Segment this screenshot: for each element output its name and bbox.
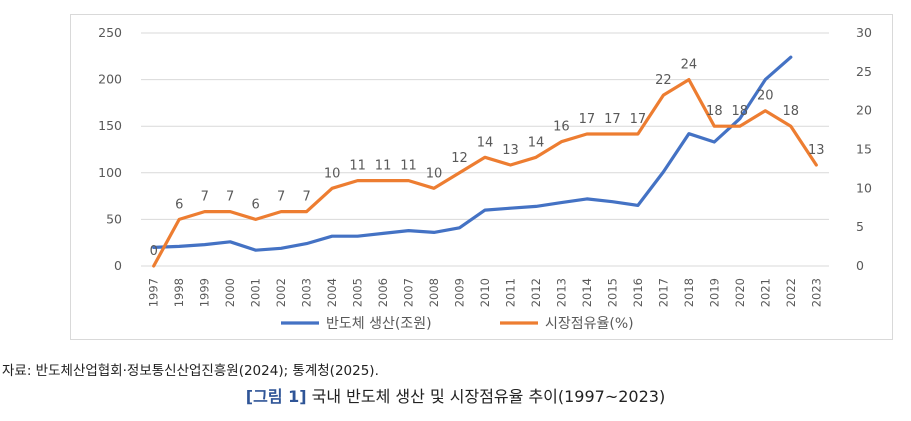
y-left-tick-label: 250 — [98, 25, 122, 40]
x-tick-label: 2012 — [529, 278, 543, 307]
legend-entry: 시장점유율(%) — [545, 316, 634, 332]
x-tick-label: 2014 — [580, 278, 594, 307]
x-tick-label: 2018 — [682, 278, 696, 307]
data-label: 6 — [175, 197, 183, 212]
data-label: 7 — [277, 190, 285, 205]
x-tick-label: 2017 — [656, 278, 670, 307]
x-tick-label: 2011 — [503, 278, 517, 307]
data-label: 10 — [324, 166, 341, 181]
data-label: 13 — [502, 143, 519, 158]
data-label: 13 — [808, 143, 825, 158]
x-tick-label: 2005 — [351, 278, 365, 307]
data-label: 11 — [375, 159, 392, 174]
x-tick-label: 2013 — [554, 278, 568, 307]
y-left-tick-label: 100 — [98, 165, 122, 180]
y-left-tick-label: 50 — [106, 211, 122, 226]
y-right-tick-label: 5 — [856, 219, 864, 234]
data-label: 7 — [302, 190, 310, 205]
data-label: 12 — [451, 151, 468, 166]
x-tick-label: 2020 — [733, 278, 747, 307]
figure-title: 국내 반도체 생산 및 시장점유율 추이(1997~2023) — [311, 387, 666, 406]
data-label: 20 — [757, 89, 774, 104]
data-label: 11 — [349, 159, 366, 174]
x-tick-label: 2000 — [223, 278, 237, 307]
y-left-tick-label: 150 — [98, 118, 122, 133]
x-tick-label: 2006 — [376, 278, 390, 307]
figure-caption: [그림 1] 국내 반도체 생산 및 시장점유율 추이(1997~2023) — [0, 383, 911, 407]
source-note: 자료: 반도체산업협회·정보통신산업진흥원(2024); 통계청(2025). — [2, 363, 379, 379]
x-tick-label: 2009 — [453, 278, 467, 307]
data-label: 18 — [706, 104, 723, 119]
y-right-tick-label: 0 — [856, 258, 864, 273]
data-label: 17 — [579, 112, 596, 127]
x-tick-label: 2021 — [758, 278, 772, 307]
x-tick-label: 2007 — [402, 278, 416, 307]
data-label: 7 — [201, 190, 209, 205]
x-tick-label: 2002 — [274, 278, 288, 307]
y-left-tick-label: 0 — [114, 258, 122, 273]
x-tick-label: 2001 — [249, 278, 263, 307]
data-label: 17 — [630, 112, 647, 127]
x-tick-label: 1999 — [198, 278, 212, 307]
y-right-tick-label: 25 — [856, 64, 872, 79]
data-label: 11 — [400, 159, 417, 174]
data-label: 14 — [477, 135, 494, 150]
data-label: 16 — [553, 120, 570, 135]
data-label: 6 — [252, 197, 260, 212]
data-label: 10 — [426, 166, 443, 181]
y-left-tick-label: 200 — [98, 72, 122, 87]
x-tick-label: 2003 — [300, 278, 314, 307]
x-tick-label: 2016 — [631, 278, 645, 307]
data-label: 14 — [528, 135, 545, 150]
x-tick-label: 2015 — [605, 278, 619, 307]
data-label: 17 — [604, 112, 621, 127]
x-tick-label: 2004 — [325, 278, 339, 307]
x-tick-label: 2008 — [427, 278, 441, 307]
x-tick-label: 1998 — [172, 278, 186, 307]
x-tick-label: 2019 — [707, 278, 721, 307]
y-right-tick-label: 20 — [856, 103, 872, 118]
y-right-tick-label: 30 — [856, 25, 872, 40]
data-label: 24 — [681, 58, 698, 73]
x-tick-label: 2022 — [784, 278, 798, 307]
figure-number: [그림 1] — [245, 387, 307, 406]
data-label: 18 — [732, 104, 749, 119]
data-label: 7 — [226, 190, 234, 205]
chart-frame — [70, 14, 893, 340]
y-right-tick-label: 10 — [856, 180, 872, 195]
series-line-2 — [152, 77, 818, 268]
series-line-1 — [152, 55, 793, 252]
x-tick-label: 2023 — [809, 278, 823, 307]
data-label: 22 — [655, 73, 672, 88]
data-label: 0 — [150, 244, 158, 259]
y-right-tick-label: 15 — [856, 142, 872, 157]
legend-entry: 반도체 생산(조원) — [326, 316, 432, 332]
x-tick-label: 1997 — [147, 278, 161, 307]
x-tick-label: 2010 — [478, 278, 492, 307]
data-label: 18 — [783, 104, 800, 119]
